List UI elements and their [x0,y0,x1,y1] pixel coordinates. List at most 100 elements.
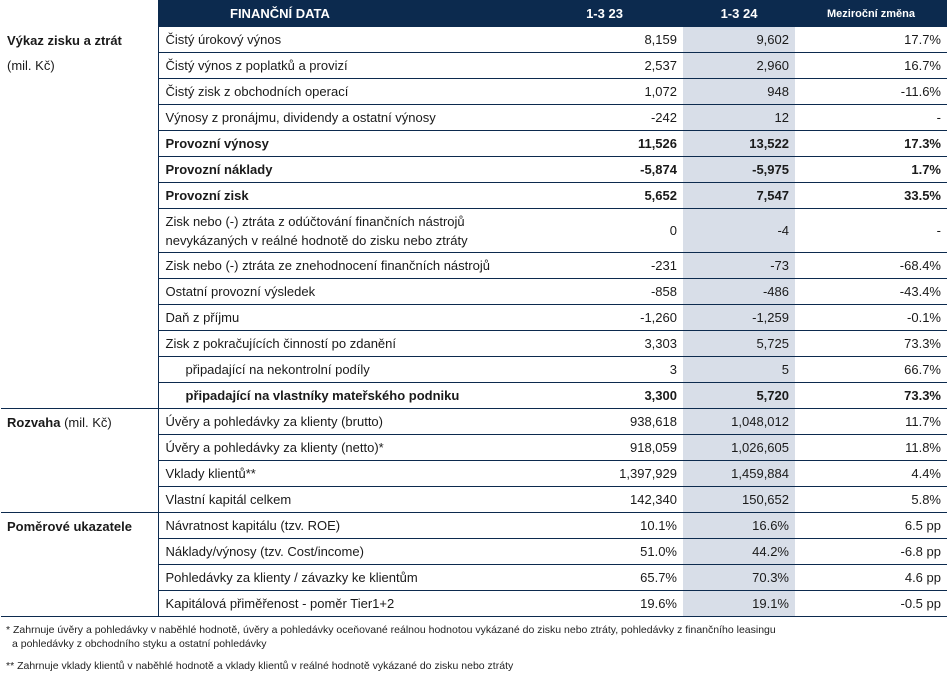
section-unit: (mil. Kč) [64,415,112,430]
table-row: připadající na nekontrolní podíly 3 5 66… [1,356,947,383]
section-profit-loss: Výkaz zisku a ztrát (mil. Kč) [1,27,158,409]
table-row: Daň z příjmu -1,260 -1,259 -0.1% [1,304,947,331]
value-1-3-23: 0 [526,208,683,253]
value-1-3-24: 13,522 [683,130,795,157]
table-row: Zisk nebo (-) ztráta z odúčtování finanč… [1,208,947,253]
value-change: 73.3% [795,382,947,409]
row-label: připadající na vlastníky mateřského podn… [157,382,526,409]
value-1-3-24: -1,259 [683,304,795,331]
footnote-1-line-2: a pohledávky z obchodního styku a ostatn… [12,638,267,650]
value-change: 4.4% [795,460,947,487]
section-title: Výkaz zisku a ztrát [7,33,122,48]
table-row: Vklady klientů** 1,397,929 1,459,884 4.4… [1,460,947,487]
column-header-1-3-23: 1-3 23 [526,0,683,27]
table-row: Provozní výnosy 11,526 13,522 17.3% [1,130,947,157]
row-label: Čistý zisk z obchodních operací [157,78,526,105]
value-1-3-23: 51.0% [526,538,683,565]
row-label: Provozní náklady [157,156,526,183]
row-label: Kapitálová přiměřenost - poměr Tier1+2 [157,590,526,617]
row-label: Zisk z pokračujících činností po zdanění [157,330,526,357]
value-change: 4.6 pp [795,564,947,591]
financial-data-table: FINANČNÍ DATA 1-3 23 1-3 24 Meziroční zm… [1,0,947,617]
value-1-3-24: 70.3% [683,564,795,591]
value-1-3-24: 2,960 [683,52,795,79]
value-change: 11.7% [795,408,947,435]
value-change: 73.3% [795,330,947,357]
footnote-1-line-1: * Zahrnuje úvěry a pohledávky v naběhlé … [6,624,776,636]
row-label: Vlastní kapitál celkem [157,486,526,513]
value-1-3-24: 5,720 [683,382,795,409]
value-1-3-24: -5,975 [683,156,795,183]
row-label: Zisk nebo (-) ztráta z odúčtování finanč… [157,208,526,253]
footnotes: * Zahrnuje úvěry a pohledávky v naběhlé … [0,623,949,673]
value-1-3-23: 10.1% [526,512,683,539]
row-label: Daň z příjmu [157,304,526,331]
value-change: - [795,104,947,131]
value-1-3-24: -73 [683,252,795,279]
value-1-3-23: 3,300 [526,382,683,409]
value-change: -43.4% [795,278,947,305]
footnote-1: * Zahrnuje úvěry a pohledávky v naběhlé … [6,623,949,651]
table-row: Pohledávky za klienty / závazky ke klien… [1,564,947,591]
value-1-3-24: 5,725 [683,330,795,357]
table-row: Zisk nebo (-) ztráta ze znehodnocení fin… [1,252,947,279]
value-1-3-24: -4 [683,208,795,253]
row-label: Pohledávky za klienty / závazky ke klien… [157,564,526,591]
table-row: Vlastní kapitál celkem 142,340 150,652 5… [1,486,947,513]
row-label: Zisk nebo (-) ztráta ze znehodnocení fin… [157,252,526,279]
value-change: 17.3% [795,130,947,157]
value-change: 33.5% [795,182,947,209]
value-1-3-23: 3 [526,356,683,383]
value-1-3-24: 1,048,012 [683,408,795,435]
table-row: Ostatní provozní výsledek -858 -486 -43.… [1,278,947,305]
table-row: Provozní zisk 5,652 7,547 33.5% [1,182,947,209]
column-header-1-3-24: 1-3 24 [683,0,795,27]
footnote-2: ** Zahrnuje vklady klientů v naběhlé hod… [6,660,514,672]
value-1-3-24: 16.6% [683,512,795,539]
value-1-3-24: 19.1% [683,590,795,617]
value-1-3-24: 1,026,605 [683,434,795,461]
table-row: Poměrové ukazatele Návratnost kapitálu (… [1,512,947,617]
value-change: 1.7% [795,156,947,183]
value-1-3-23: 142,340 [526,486,683,513]
value-1-3-23: 1,397,929 [526,460,683,487]
value-1-3-24: 44.2% [683,538,795,565]
value-1-3-23: 938,618 [526,408,683,435]
table-row: Čistý výnos z poplatků a provizí 2,537 2… [1,52,947,79]
value-change: -0.1% [795,304,947,331]
section-ratios: Poměrové ukazatele [1,512,158,617]
table-row: Provozní náklady -5,874 -5,975 1.7% [1,156,947,183]
value-change: 16.7% [795,52,947,79]
table-row: Kapitálová přiměřenost - poměr Tier1+2 1… [1,590,947,617]
row-label: Čistý výnos z poplatků a provizí [157,52,526,79]
value-change: 6.5 pp [795,512,947,539]
value-1-3-24: 9,602 [683,27,795,53]
value-change: 66.7% [795,356,947,383]
value-change: -6.8 pp [795,538,947,565]
row-label: Provozní zisk [157,182,526,209]
header-spacer [1,0,158,27]
value-1-3-24: 948 [683,78,795,105]
value-1-3-23: -1,260 [526,304,683,331]
row-label: Úvěry a pohledávky za klienty (netto)* [157,434,526,461]
value-1-3-24: 7,547 [683,182,795,209]
value-1-3-23: 8,159 [526,27,683,53]
value-1-3-24: 5 [683,356,795,383]
value-1-3-23: 3,303 [526,330,683,357]
table-row: Rozvaha (mil. Kč) Úvěry a pohledávky za … [1,408,947,513]
section-title: Poměrové ukazatele [7,519,133,534]
value-change: 11.8% [795,434,947,461]
table-row: Výnosy z pronájmu, dividendy a ostatní v… [1,104,947,131]
value-1-3-23: -5,874 [526,156,683,183]
value-change: -0.5 pp [795,590,947,617]
table-header-row: FINANČNÍ DATA 1-3 23 1-3 24 Meziroční zm… [1,0,947,27]
value-1-3-23: -858 [526,278,683,305]
value-1-3-23: 918,059 [526,434,683,461]
row-label: Ostatní provozní výsledek [157,278,526,305]
section-balance-sheet: Rozvaha (mil. Kč) [1,408,158,513]
section-title: Rozvaha [7,415,61,430]
value-change: 17.7% [795,27,947,53]
table-row: Úvěry a pohledávky za klienty (netto)* 9… [1,434,947,461]
table-row: připadající na vlastníky mateřského podn… [1,382,947,409]
